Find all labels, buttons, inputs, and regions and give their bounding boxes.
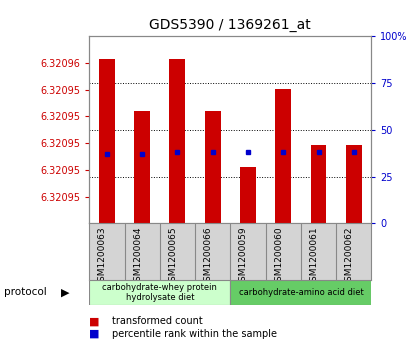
Title: GDS5390 / 1369261_at: GDS5390 / 1369261_at bbox=[149, 19, 311, 33]
Bar bbox=[99, 59, 115, 223]
Text: GSM1200063: GSM1200063 bbox=[98, 226, 107, 287]
Text: GSM1200059: GSM1200059 bbox=[239, 226, 248, 287]
Text: GSM1200061: GSM1200061 bbox=[310, 226, 319, 287]
Bar bbox=[205, 111, 221, 223]
Text: protocol: protocol bbox=[4, 287, 47, 297]
Text: GSM1200066: GSM1200066 bbox=[204, 226, 213, 287]
Text: carbohydrate-whey protein
hydrolysate diet: carbohydrate-whey protein hydrolysate di… bbox=[103, 282, 217, 302]
Bar bbox=[169, 59, 186, 223]
Text: percentile rank within the sample: percentile rank within the sample bbox=[112, 329, 277, 339]
Text: transformed count: transformed count bbox=[112, 316, 203, 326]
Text: GSM1200062: GSM1200062 bbox=[345, 226, 354, 286]
Bar bbox=[230, 280, 371, 305]
Bar bbox=[346, 145, 362, 223]
Text: ■: ■ bbox=[89, 329, 100, 339]
Text: GSM1200064: GSM1200064 bbox=[133, 226, 142, 286]
Text: GSM1200060: GSM1200060 bbox=[274, 226, 283, 287]
Text: carbohydrate-amino acid diet: carbohydrate-amino acid diet bbox=[239, 288, 363, 297]
Text: GSM1200065: GSM1200065 bbox=[168, 226, 178, 287]
Bar bbox=[89, 280, 230, 305]
Text: ■: ■ bbox=[89, 316, 100, 326]
Text: ▶: ▶ bbox=[61, 287, 70, 297]
Bar bbox=[310, 145, 327, 223]
Bar bbox=[240, 167, 256, 223]
Bar bbox=[134, 111, 150, 223]
Bar bbox=[275, 89, 291, 223]
